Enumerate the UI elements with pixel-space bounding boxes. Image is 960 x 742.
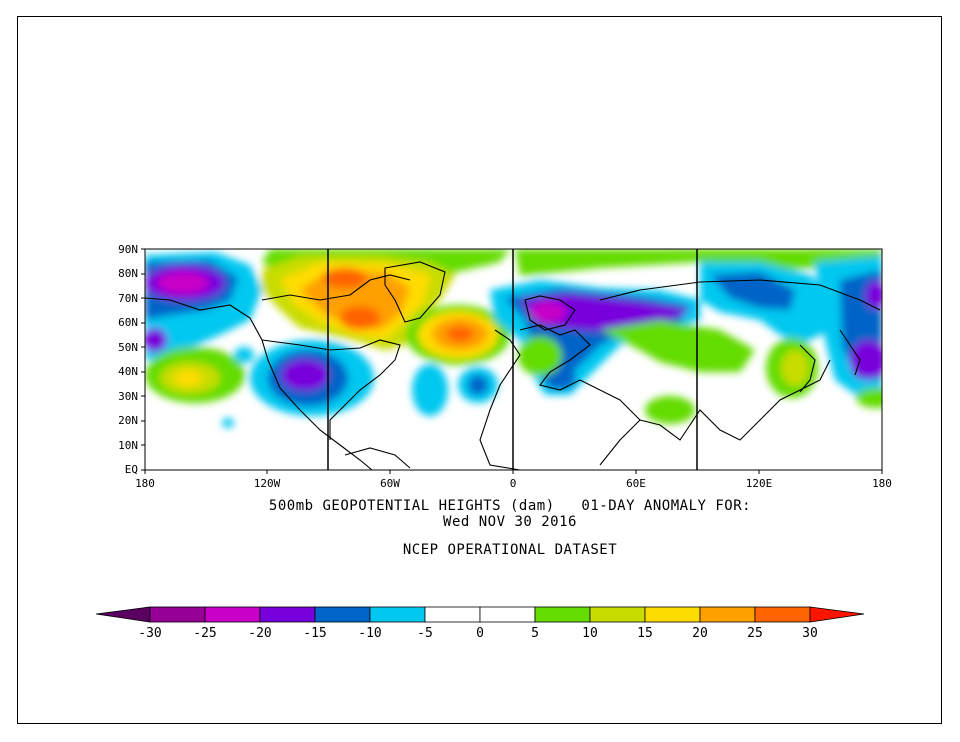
colorbar-label: 15 bbox=[637, 626, 653, 641]
colorbar-label: 0 bbox=[476, 626, 484, 641]
figure-frame bbox=[17, 16, 942, 724]
colorbar-swatch bbox=[314, 606, 371, 623]
anomaly-positive-5 bbox=[645, 396, 695, 424]
lat-label: 70N bbox=[118, 292, 138, 305]
chart-date: Wed NOV 30 2016 bbox=[443, 514, 577, 530]
lat-label: 90N bbox=[118, 243, 138, 256]
anomaly-positive-5 bbox=[856, 388, 882, 408]
chart-dataset: NCEP OPERATIONAL DATASET bbox=[402, 542, 618, 558]
anomaly-negative-15 bbox=[281, 359, 329, 391]
anomaly-positive-5 bbox=[518, 336, 562, 376]
axis-ticks bbox=[141, 248, 883, 474]
anomaly-negative-15 bbox=[865, 281, 882, 309]
lat-label: EQ bbox=[124, 463, 138, 476]
anomaly-negative-15 bbox=[850, 340, 882, 380]
lat-label: 50N bbox=[118, 341, 138, 354]
colorbar bbox=[95, 606, 865, 623]
anomaly-positive-25 bbox=[340, 306, 380, 330]
colorbar-swatch bbox=[644, 606, 701, 623]
anomaly-negative-5 bbox=[412, 364, 448, 416]
colorbar-label: 10 bbox=[582, 626, 598, 641]
lat-label: 20N bbox=[118, 414, 138, 427]
lon-label: 180 bbox=[135, 477, 155, 490]
anomaly-negative-15 bbox=[145, 328, 167, 352]
lon-label: 60W bbox=[380, 477, 400, 490]
colorbar-swatch bbox=[424, 606, 481, 623]
chart-title: 500mb GEOPOTENTIAL HEIGHTS (dam) 01-DAY … bbox=[268, 498, 752, 514]
colorbar-label: -30 bbox=[138, 626, 162, 641]
colorbar-label: -20 bbox=[248, 626, 272, 641]
lon-label: 120W bbox=[253, 477, 281, 490]
anomaly-negative-5 bbox=[222, 418, 234, 428]
anomaly-negative-10 bbox=[468, 375, 488, 395]
colorbar-label: 20 bbox=[692, 626, 708, 641]
colorbar-arrow-left bbox=[95, 606, 151, 623]
anomaly-positive-5 bbox=[600, 320, 755, 372]
colorbar-swatch bbox=[754, 606, 811, 623]
colorbar-label: -5 bbox=[417, 626, 433, 641]
lat-label: 30N bbox=[118, 390, 138, 403]
lat-label: 10N bbox=[118, 439, 138, 452]
colorbar-label: 5 bbox=[531, 626, 539, 641]
colorbar-label: -10 bbox=[358, 626, 382, 641]
colorbar-swatch bbox=[479, 606, 536, 623]
anomaly-negative-20 bbox=[530, 302, 566, 322]
colorbar-swatch bbox=[369, 606, 426, 623]
lon-label: 60E bbox=[626, 477, 646, 490]
anomaly-positive-10 bbox=[781, 350, 809, 386]
anomaly-negative-20 bbox=[157, 272, 209, 294]
anomaly-negative-5 bbox=[234, 347, 254, 363]
colorbar-label: -25 bbox=[193, 626, 217, 641]
lat-label: 80N bbox=[118, 267, 138, 280]
colorbar-arrow-right bbox=[809, 606, 865, 623]
anomaly-field bbox=[145, 249, 882, 470]
anomaly-positive-15 bbox=[174, 370, 202, 386]
anomaly-positive-25 bbox=[446, 326, 474, 342]
colorbar-swatch bbox=[589, 606, 646, 623]
lon-label: 0 bbox=[509, 477, 517, 490]
colorbar-swatch bbox=[149, 606, 206, 623]
colorbar-label: 30 bbox=[802, 626, 818, 641]
anomaly-positive-25 bbox=[323, 268, 367, 288]
colorbar-swatch bbox=[699, 606, 756, 623]
lon-label: 120E bbox=[745, 477, 773, 490]
lon-label: 180 bbox=[872, 477, 892, 490]
colorbar-label: 25 bbox=[747, 626, 763, 641]
lat-label: 40N bbox=[118, 365, 138, 378]
colorbar-swatch bbox=[259, 606, 316, 623]
colorbar-swatch bbox=[534, 606, 591, 623]
colorbar-swatch bbox=[204, 606, 261, 623]
colorbar-label: -15 bbox=[303, 626, 327, 641]
anomaly-positive-5 bbox=[515, 249, 882, 276]
lat-label: 60N bbox=[118, 316, 138, 329]
